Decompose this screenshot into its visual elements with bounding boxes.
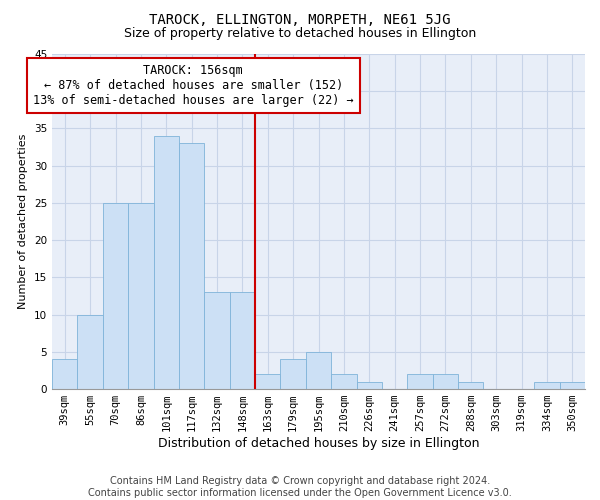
Bar [331,374,356,389]
Text: TAROCK, ELLINGTON, MORPETH, NE61 5JG: TAROCK, ELLINGTON, MORPETH, NE61 5JG [149,12,451,26]
Bar [230,292,255,389]
X-axis label: Distribution of detached houses by size in Ellington: Distribution of detached houses by size … [158,437,479,450]
Bar [534,382,560,389]
Bar [205,292,230,389]
Bar [128,203,154,389]
Bar [306,352,331,389]
Bar [52,360,77,389]
Y-axis label: Number of detached properties: Number of detached properties [19,134,28,309]
Bar [560,382,585,389]
Bar [356,382,382,389]
Bar [154,136,179,389]
Text: Contains HM Land Registry data © Crown copyright and database right 2024.
Contai: Contains HM Land Registry data © Crown c… [88,476,512,498]
Bar [280,360,306,389]
Bar [103,203,128,389]
Bar [77,314,103,389]
Bar [407,374,433,389]
Bar [179,144,205,389]
Bar [433,374,458,389]
Text: TAROCK: 156sqm
← 87% of detached houses are smaller (152)
13% of semi-detached h: TAROCK: 156sqm ← 87% of detached houses … [33,64,353,107]
Text: Size of property relative to detached houses in Ellington: Size of property relative to detached ho… [124,28,476,40]
Bar [458,382,484,389]
Bar [255,374,280,389]
